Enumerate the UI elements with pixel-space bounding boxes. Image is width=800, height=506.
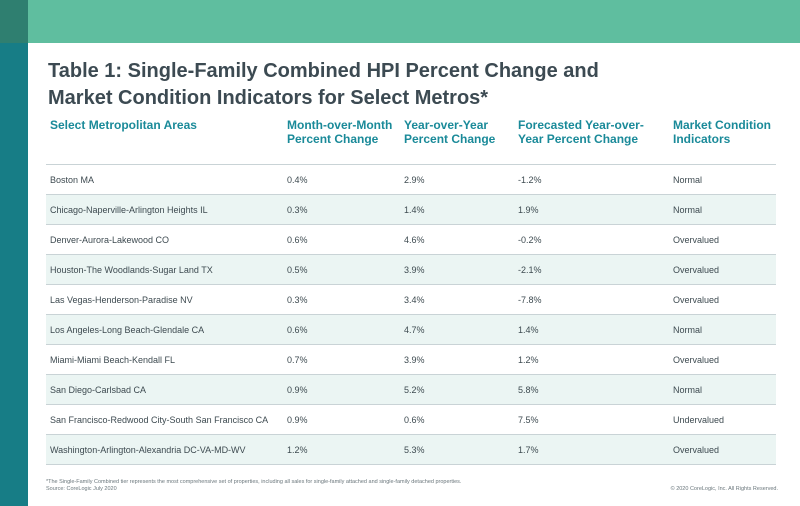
metro-name-cell: Miami-Miami Beach-Kendall FL	[46, 344, 283, 375]
table-row: Los Angeles-Long Beach-Glendale CA 0.6% …	[46, 314, 776, 345]
forecast-change-cell: -0.2%	[514, 224, 669, 255]
metro-name-cell: Houston-The Woodlands-Sugar Land TX	[46, 254, 283, 285]
metro-table: Select Metropolitan Areas Month-over-Mon…	[46, 114, 776, 465]
copyright-text: © 2020 CoreLogic, Inc. All Rights Reserv…	[670, 486, 778, 492]
column-header: Select Metropolitan Areas	[46, 114, 283, 165]
column-header: Forecasted Year-over-Year Percent Change	[514, 114, 669, 165]
table-row: Houston-The Woodlands-Sugar Land TX 0.5%…	[46, 254, 776, 285]
market-condition-cell: Overvalued	[669, 254, 776, 285]
yoy-change-cell: 4.7%	[400, 314, 514, 345]
title-line-2: Market Condition Indicators for Select M…	[48, 87, 489, 109]
metro-name-cell: Washington-Arlington-Alexandria DC-VA-MD…	[46, 434, 283, 465]
forecast-change-cell: -1.2%	[514, 164, 669, 195]
mom-change-cell: 0.3%	[283, 194, 400, 225]
yoy-change-cell: 3.9%	[400, 254, 514, 285]
market-condition-cell: Overvalued	[669, 344, 776, 375]
table-row: Las Vegas-Henderson-Paradise NV 0.3% 3.4…	[46, 284, 776, 315]
mom-change-cell: 0.7%	[283, 344, 400, 375]
forecast-change-cell: 7.5%	[514, 404, 669, 435]
top-banner	[0, 0, 800, 43]
yoy-change-cell: 1.4%	[400, 194, 514, 225]
market-condition-cell: Overvalued	[669, 224, 776, 255]
metro-name-cell: Las Vegas-Henderson-Paradise NV	[46, 284, 283, 315]
metro-name-cell: Denver-Aurora-Lakewood CO	[46, 224, 283, 255]
metro-name-cell: Boston MA	[46, 164, 283, 195]
market-condition-cell: Normal	[669, 194, 776, 225]
table-row: Chicago-Naperville-Arlington Heights IL …	[46, 194, 776, 225]
mom-change-cell: 1.2%	[283, 434, 400, 465]
footnote-text: *The Single-Family Combined tier represe…	[46, 479, 462, 485]
forecast-change-cell: 1.7%	[514, 434, 669, 465]
source-text: Source: CoreLogic July 2020	[46, 486, 117, 492]
market-condition-cell: Normal	[669, 164, 776, 195]
column-header: Month-over-Month Percent Change	[283, 114, 400, 165]
forecast-change-cell: -2.1%	[514, 254, 669, 285]
metro-name-cell: Chicago-Naperville-Arlington Heights IL	[46, 194, 283, 225]
forecast-change-cell: 1.4%	[514, 314, 669, 345]
title-line-1: Table 1: Single-Family Combined HPI Perc…	[48, 60, 599, 82]
yoy-change-cell: 0.6%	[400, 404, 514, 435]
column-header: Year-over-Year Percent Change	[400, 114, 514, 165]
forecast-change-cell: -7.8%	[514, 284, 669, 315]
page-title: Table 1: Single-Family Combined HPI Perc…	[48, 58, 748, 112]
yoy-change-cell: 5.3%	[400, 434, 514, 465]
mom-change-cell: 0.6%	[283, 314, 400, 345]
footnote: *The Single-Family Combined tier represe…	[46, 479, 566, 493]
forecast-change-cell: 1.9%	[514, 194, 669, 225]
table-row: Miami-Miami Beach-Kendall FL 0.7% 3.9% 1…	[46, 344, 776, 375]
banner-corner	[0, 0, 28, 43]
table-row: Denver-Aurora-Lakewood CO 0.6% 4.6% -0.2…	[46, 224, 776, 255]
yoy-change-cell: 2.9%	[400, 164, 514, 195]
yoy-change-cell: 3.4%	[400, 284, 514, 315]
forecast-change-cell: 1.2%	[514, 344, 669, 375]
table-row: San Francisco-Redwood City-South San Fra…	[46, 404, 776, 435]
mom-change-cell: 0.9%	[283, 404, 400, 435]
market-condition-cell: Undervalued	[669, 404, 776, 435]
metro-name-cell: San Francisco-Redwood City-South San Fra…	[46, 404, 283, 435]
yoy-change-cell: 4.6%	[400, 224, 514, 255]
column-header: Market Condition Indicators	[669, 114, 776, 165]
mom-change-cell: 0.4%	[283, 164, 400, 195]
market-condition-cell: Overvalued	[669, 434, 776, 465]
table-header-row: Select Metropolitan Areas Month-over-Mon…	[46, 114, 776, 165]
yoy-change-cell: 5.2%	[400, 374, 514, 405]
table-row: San Diego-Carlsbad CA 0.9% 5.2% 5.8% Nor…	[46, 374, 776, 405]
mom-change-cell: 0.5%	[283, 254, 400, 285]
metro-name-cell: Los Angeles-Long Beach-Glendale CA	[46, 314, 283, 345]
market-condition-cell: Overvalued	[669, 284, 776, 315]
mom-change-cell: 0.9%	[283, 374, 400, 405]
metro-name-cell: San Diego-Carlsbad CA	[46, 374, 283, 405]
market-condition-cell: Normal	[669, 374, 776, 405]
market-condition-cell: Normal	[669, 314, 776, 345]
mom-change-cell: 0.6%	[283, 224, 400, 255]
left-accent-bar	[0, 43, 28, 506]
yoy-change-cell: 3.9%	[400, 344, 514, 375]
table-row: Boston MA 0.4% 2.9% -1.2% Normal	[46, 164, 776, 195]
mom-change-cell: 0.3%	[283, 284, 400, 315]
forecast-change-cell: 5.8%	[514, 374, 669, 405]
table-row: Washington-Arlington-Alexandria DC-VA-MD…	[46, 434, 776, 465]
